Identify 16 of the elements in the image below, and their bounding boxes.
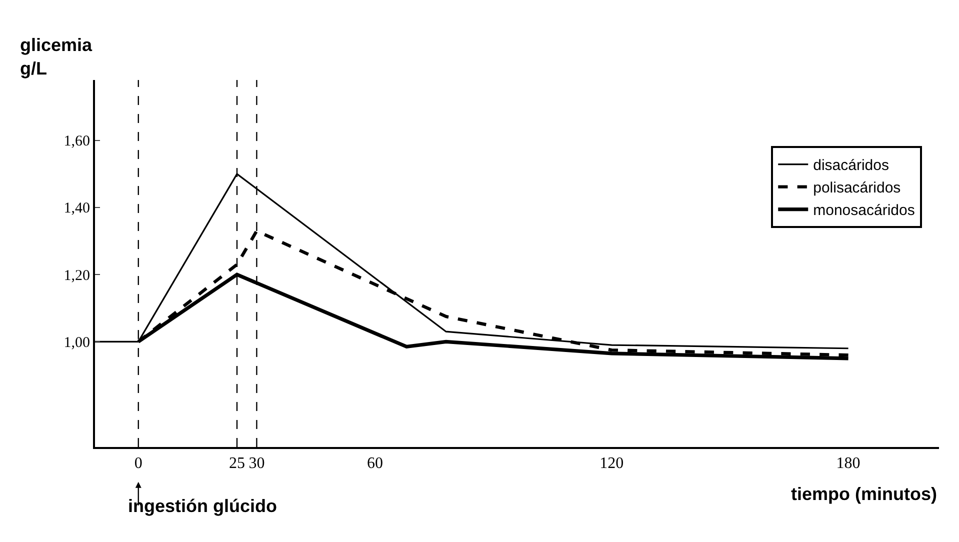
legend-label: polisacáridos [813,180,901,197]
text: ingestión glúcido [128,496,277,516]
y-tick-label: 1,60 [64,134,90,150]
x-tick-label: 30 [248,455,265,472]
x-tick-label: 180 [836,455,860,472]
y-axis-title: glicemia g/L [20,35,94,78]
legend-label: disacáridos [813,157,889,174]
y-tick-label: 1,20 [64,268,90,284]
x-tick-label: 25 [228,455,245,472]
x-tick-label: 120 [600,455,624,472]
y-tick-label: 1,00 [64,334,90,351]
y-tick-label: 1,40 [64,200,90,217]
x-tick-label: 60 [367,455,384,472]
legend-label: monosacáridos [813,202,915,220]
x-axis-title: tiempo (minutos) [791,484,937,504]
x-tick-label: 0 [134,455,142,472]
